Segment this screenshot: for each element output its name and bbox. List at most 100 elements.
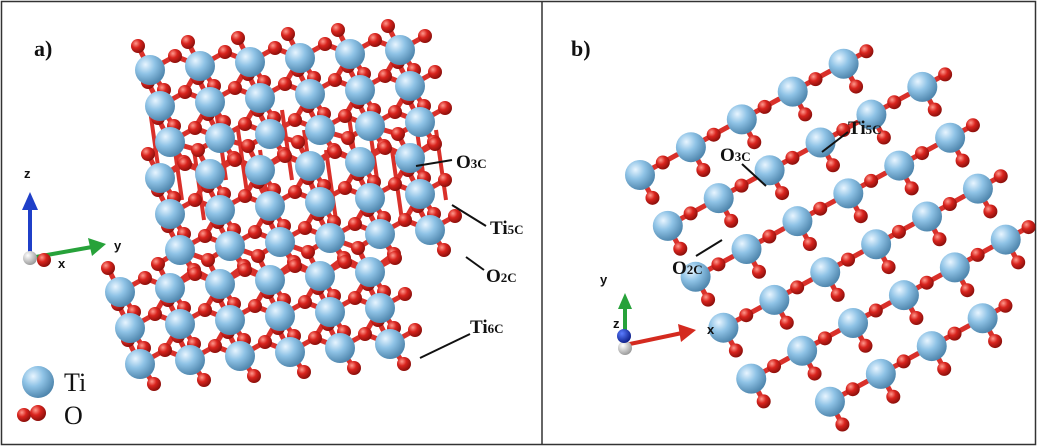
- o-atom: [228, 153, 242, 167]
- o-atom: [388, 177, 402, 191]
- o-atom: [919, 275, 934, 290]
- o-atom: [298, 221, 312, 235]
- o-atom: [181, 35, 195, 49]
- panel-b-label: b): [571, 36, 591, 61]
- ti-atom: [115, 313, 145, 343]
- o-bridge-bond: [236, 129, 250, 201]
- ti-atom: [255, 119, 285, 149]
- o-atom: [864, 173, 879, 188]
- legend-ti-label: Ti: [64, 368, 86, 397]
- o-atom: [388, 251, 402, 265]
- o-atom: [198, 303, 212, 317]
- o-atom: [297, 365, 311, 379]
- ti-atom: [205, 269, 235, 299]
- ti-atom: [235, 47, 265, 77]
- ti-atom: [215, 231, 245, 261]
- panel-a-label: a): [34, 36, 52, 61]
- ti-atom: [962, 173, 993, 204]
- o-atom: [701, 292, 716, 307]
- ti-atom: [777, 76, 808, 107]
- ti-atom: [255, 191, 285, 221]
- ti-atom: [939, 252, 970, 283]
- ti-atom: [916, 331, 947, 362]
- o-atom: [218, 45, 232, 59]
- svg-text:O2C: O2C: [486, 266, 517, 287]
- o-atom: [1021, 220, 1036, 235]
- o-atom: [368, 33, 382, 47]
- ti-atom: [703, 183, 734, 214]
- ti-atom: [205, 195, 235, 225]
- o-atom: [825, 158, 840, 173]
- o-atom: [231, 31, 245, 45]
- ti-atom: [385, 35, 415, 65]
- o-atom: [1011, 255, 1026, 270]
- o-atom: [101, 261, 115, 275]
- o-atom: [970, 247, 985, 262]
- o-atom: [351, 241, 365, 255]
- o-atom: [909, 310, 924, 325]
- ti-atom: [375, 329, 405, 359]
- ti-atom: [708, 312, 739, 343]
- o-atom: [418, 29, 432, 43]
- o-atom: [428, 137, 442, 151]
- ti-atom: [295, 151, 325, 181]
- o-atom: [724, 213, 739, 228]
- o-atom: [248, 225, 262, 239]
- ti-atom: [861, 229, 892, 260]
- ti-atom: [315, 223, 345, 253]
- axis-b-vertical: y: [600, 272, 608, 287]
- ti-atom: [935, 122, 966, 153]
- ti-atom: [355, 257, 385, 287]
- site-label-o2c-b: O2C: [672, 239, 723, 279]
- ti-atom: [295, 79, 325, 109]
- ti-atom: [405, 107, 435, 137]
- o-atom: [381, 19, 395, 33]
- o-atom: [328, 145, 342, 159]
- ti-atom: [285, 43, 315, 73]
- axis-triad-icon: y x z: [600, 272, 715, 355]
- o-atom: [830, 287, 845, 302]
- o-atom: [891, 224, 906, 239]
- site-label-o3c-a: O3C: [415, 152, 487, 173]
- o-atom: [960, 283, 975, 298]
- o-atom: [278, 77, 292, 91]
- ti-atom: [828, 48, 859, 79]
- site-label-o2c-a: O2C: [465, 256, 517, 287]
- ti-atom: [787, 335, 818, 366]
- ti-atom: [405, 179, 435, 209]
- ti-atom: [365, 293, 395, 323]
- ti-atom: [675, 132, 706, 163]
- axis-b-horizontal: x: [707, 322, 715, 337]
- ti-atom: [265, 227, 295, 257]
- o-atom: [858, 338, 873, 353]
- ti-atom: [155, 127, 185, 157]
- ti-atom: [305, 115, 335, 145]
- ti-atom: [680, 261, 711, 292]
- o-atom: [158, 343, 172, 357]
- ti-atom: [726, 104, 757, 135]
- o-atom: [348, 291, 362, 305]
- ti-atom: [265, 301, 295, 331]
- o-atom: [751, 264, 766, 279]
- ti-atom: [185, 51, 215, 81]
- o-atom: [835, 417, 850, 432]
- ti-atom: [415, 215, 445, 245]
- o-atom: [428, 65, 442, 79]
- ti-atom: [856, 99, 887, 130]
- o-atom: [988, 334, 1003, 349]
- o-atom: [927, 102, 942, 117]
- o-atom: [338, 255, 352, 269]
- ti-atom: [135, 55, 165, 85]
- o-atom: [238, 189, 252, 203]
- svg-text:Ti5C: Ti5C: [848, 118, 882, 139]
- ti-atom: [315, 297, 345, 327]
- ti-atom: [365, 219, 395, 249]
- axis-a-out: x: [58, 256, 66, 271]
- axis-a-horizontal: y: [114, 238, 122, 253]
- site-label-ti5c-b: Ti5C: [821, 118, 882, 153]
- o-atom: [673, 241, 688, 256]
- ti-atom: [888, 280, 919, 311]
- o-atom: [131, 39, 145, 53]
- o-atom: [849, 79, 864, 94]
- ti-atom: [125, 349, 155, 379]
